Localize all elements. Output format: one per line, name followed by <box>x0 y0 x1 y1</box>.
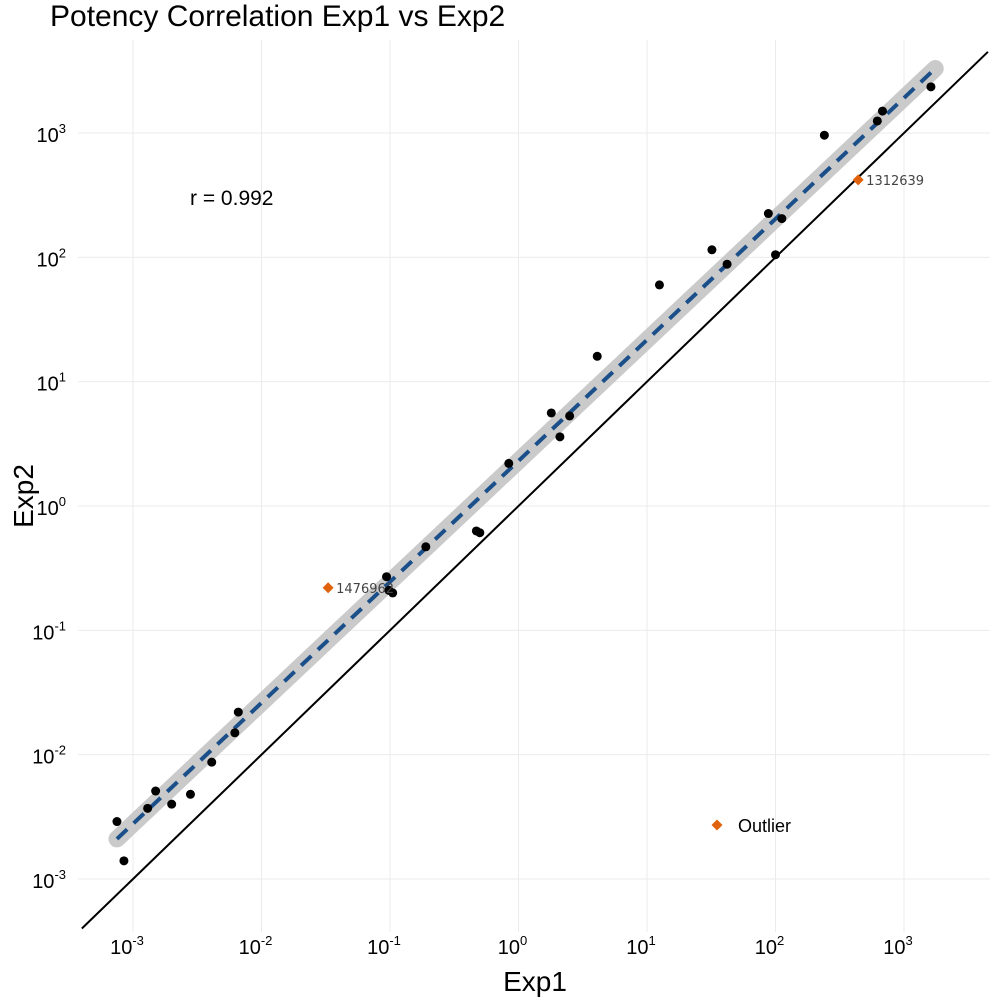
data-point <box>777 214 787 224</box>
outlier-point-label: 1476962 <box>336 582 394 597</box>
data-point <box>382 572 392 582</box>
outlier-point <box>322 582 334 594</box>
data-point <box>592 351 602 361</box>
y-tick-label: 101 <box>37 370 66 396</box>
y-tick-label: 10-2 <box>32 743 66 769</box>
outlier-point <box>852 174 864 186</box>
y-axis-label: Exp2 <box>8 464 39 528</box>
legend-outlier-label: Outlier <box>738 816 791 836</box>
data-point <box>654 280 664 290</box>
data-point <box>722 259 732 269</box>
data-point <box>771 250 780 260</box>
data-point <box>112 817 122 827</box>
x-tick-label: 10-1 <box>367 933 401 959</box>
data-point <box>546 408 556 418</box>
x-tick-label: 10-2 <box>239 933 273 959</box>
data-point <box>388 588 398 598</box>
data-point <box>872 116 882 126</box>
x-tick-label: 10-3 <box>110 933 144 959</box>
x-tick-label: 101 <box>626 933 655 959</box>
data-point <box>707 245 717 255</box>
y-tick-label: 10-1 <box>32 618 66 644</box>
data-point <box>230 728 240 738</box>
y-tick-label: 103 <box>37 121 66 147</box>
correlation-annotation: r = 0.992 <box>190 187 273 210</box>
data-point <box>475 528 485 538</box>
data-point <box>565 411 575 421</box>
legend-outlier-marker <box>711 819 723 831</box>
x-tick-label: 103 <box>883 933 912 959</box>
y-tick-label: 10-3 <box>32 867 66 893</box>
data-point <box>119 856 129 866</box>
data-point <box>877 106 887 116</box>
data-point <box>555 432 565 442</box>
x-axis-label: Exp1 <box>503 966 567 997</box>
data-point <box>926 82 936 92</box>
data-point <box>185 789 195 799</box>
data-point <box>233 707 243 717</box>
y-tick-label: 102 <box>37 245 66 271</box>
data-point <box>504 458 514 468</box>
data-point <box>167 799 177 809</box>
outlier-point-label: 1312639 <box>866 174 924 189</box>
data-point <box>763 209 773 219</box>
data-point <box>207 757 217 767</box>
identity-line <box>81 51 989 930</box>
y-tick-label: 100 <box>37 494 66 520</box>
data-point <box>421 542 431 552</box>
x-tick-label: 100 <box>498 933 527 959</box>
x-tick-label: 102 <box>755 933 784 959</box>
data-point <box>819 130 829 140</box>
data-point <box>143 803 153 813</box>
data-point <box>151 786 161 796</box>
regression-line <box>115 67 937 841</box>
chart-title: Potency Correlation Exp1 vs Exp2 <box>50 0 506 33</box>
